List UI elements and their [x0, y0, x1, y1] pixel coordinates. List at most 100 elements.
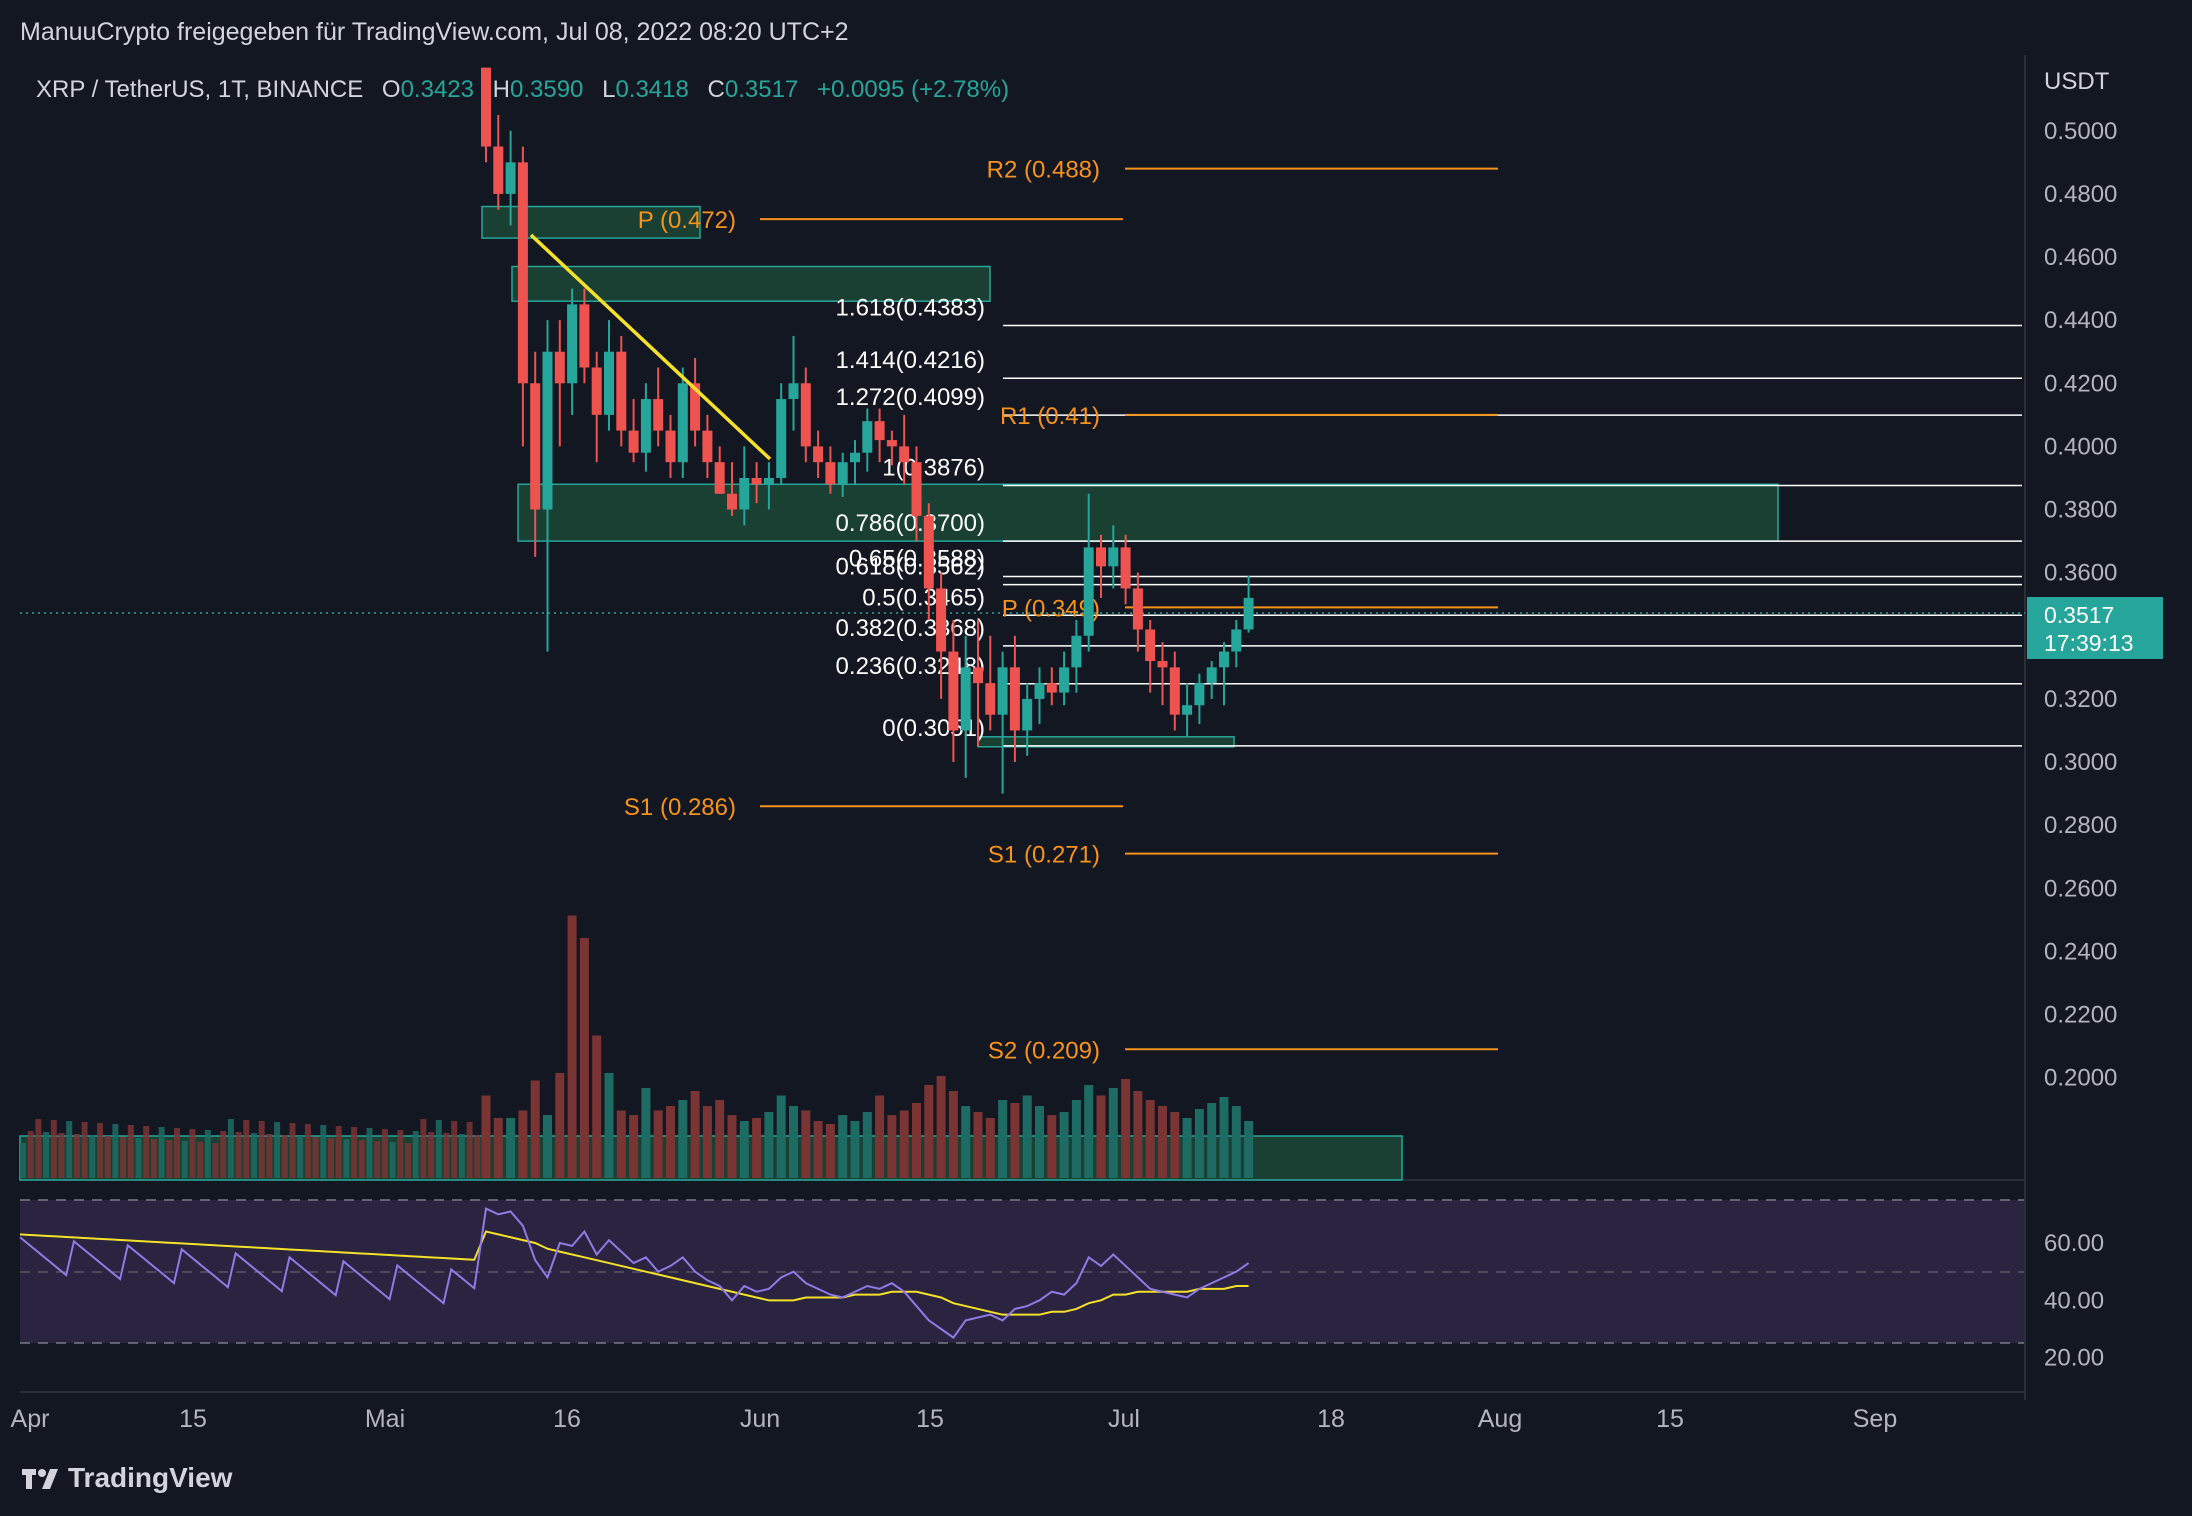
candle-body — [1219, 651, 1229, 668]
candle-body — [727, 493, 737, 510]
volume-bar — [443, 1133, 450, 1178]
legend-l-label: L — [602, 76, 615, 103]
candle-body — [862, 421, 873, 453]
legend-c-label: C — [708, 76, 725, 103]
volume-bar — [985, 1118, 995, 1178]
volume-bar — [220, 1131, 227, 1178]
publisher-header: ManuuCrypto freigegeben für TradingView.… — [20, 18, 849, 46]
last-price-value: 0.3517 — [2044, 602, 2114, 628]
rsi-tick-label: 20.00 — [2044, 1345, 2104, 1372]
trend-line — [529, 233, 772, 461]
volume-bar — [666, 1106, 675, 1178]
rsi-tick-label: 60.00 — [2044, 1230, 2104, 1257]
volume-bar — [104, 1136, 111, 1178]
fib-level-label: 1.272(0.4099) — [836, 384, 985, 411]
volume-bar — [899, 1110, 909, 1178]
volume-bar — [715, 1100, 725, 1178]
volume-bar — [1071, 1100, 1081, 1178]
candle-body — [702, 430, 713, 463]
fib-layer: 1.618(0.4383) 1.414(0.4216) 1.272(0.4099) 1… — [836, 295, 2022, 747]
volume-bar — [135, 1138, 142, 1178]
price-tick-label: 0.3000 — [2044, 749, 2117, 776]
candle-body — [1120, 547, 1131, 589]
volume-bar — [58, 1133, 65, 1178]
candle-body — [653, 399, 664, 431]
footer: TradingView — [20, 1462, 232, 1494]
volume-bar — [328, 1138, 334, 1178]
price-tick-label: 0.3600 — [2044, 560, 2117, 587]
time-tick-label: Jun — [740, 1405, 780, 1433]
time-tick-label: 15 — [916, 1405, 944, 1433]
candle-body — [554, 351, 565, 384]
volume-bar — [1108, 1088, 1118, 1178]
volume-bar — [335, 1126, 342, 1178]
volume-bar — [567, 915, 577, 1178]
last-price-tag — [2027, 597, 2163, 659]
candle-body — [1157, 661, 1168, 668]
volume-bar — [764, 1112, 774, 1178]
volume-bar — [1084, 1085, 1094, 1178]
volume-bar — [458, 1134, 465, 1178]
candle-body — [591, 367, 602, 415]
fib-level-label: 0.786(0.3700) — [836, 510, 985, 537]
volume-bar — [604, 1073, 614, 1178]
time-tick-label: Mai — [365, 1405, 405, 1433]
volume-bar — [739, 1121, 749, 1178]
volume-bar — [629, 1115, 639, 1178]
price-tick-label: 0.2400 — [2044, 938, 2117, 965]
price-axis-unit: USDT — [2044, 68, 2110, 95]
volume-bar — [1207, 1103, 1217, 1178]
candle-body — [1022, 698, 1033, 731]
volume-bar — [428, 1132, 435, 1178]
volume-bar — [678, 1100, 688, 1178]
volume-bar — [227, 1119, 234, 1178]
volume-bar — [235, 1132, 242, 1178]
volume-bar — [50, 1120, 57, 1178]
rsi-axis: 60.00 40.00 20.00 — [2044, 1230, 2104, 1372]
candle-body — [911, 462, 922, 516]
time-tick-label: Aug — [1478, 1405, 1522, 1433]
price-tick-label: 0.5000 — [2044, 118, 2117, 145]
volume-bar — [1244, 1121, 1254, 1178]
volume-bar — [258, 1121, 265, 1178]
price-axis: 0.5000 0.4800 0.4600 0.4400 0.4200 0.4000 0.38… — [2044, 118, 2117, 1092]
volume-bar — [274, 1122, 281, 1178]
candle-body — [628, 430, 639, 453]
volume-bar — [481, 1095, 491, 1178]
candle-body — [505, 162, 516, 194]
candle-body — [874, 421, 885, 441]
volume-bar — [43, 1132, 50, 1178]
legend-h-label: H — [493, 76, 510, 103]
volume-bar — [690, 1091, 700, 1178]
candle-body — [1034, 683, 1045, 699]
volume-bar — [862, 1112, 872, 1178]
volume-bar — [73, 1134, 80, 1178]
pivot-label: S1 (0.286) — [624, 794, 736, 821]
volume-bar — [127, 1125, 134, 1178]
volume-bar — [381, 1129, 388, 1178]
volume-bar — [948, 1091, 958, 1178]
volume-bar — [81, 1122, 88, 1178]
pivot-label: S1 (0.271) — [988, 842, 1100, 869]
volume-bar — [358, 1140, 365, 1178]
candle-body — [763, 477, 774, 485]
rsi-line — [19, 1207, 1250, 1339]
candle-body — [665, 430, 676, 463]
candle-body — [837, 462, 848, 485]
candle-body — [985, 683, 996, 715]
volume-bar — [204, 1130, 211, 1178]
volume-bar — [158, 1127, 165, 1178]
volume-bar — [1047, 1115, 1057, 1178]
candle-body — [1182, 705, 1193, 715]
volume-bar — [518, 1110, 528, 1178]
volume-layer — [20, 915, 1254, 1178]
volume-bar — [924, 1085, 934, 1178]
volume-bar — [412, 1131, 419, 1178]
volume-bar — [166, 1140, 173, 1178]
volume-bar — [466, 1122, 473, 1178]
volume-bar — [189, 1129, 196, 1178]
candle-body — [1096, 547, 1106, 567]
volume-bar — [825, 1124, 835, 1178]
volume-bar — [1121, 1079, 1131, 1178]
